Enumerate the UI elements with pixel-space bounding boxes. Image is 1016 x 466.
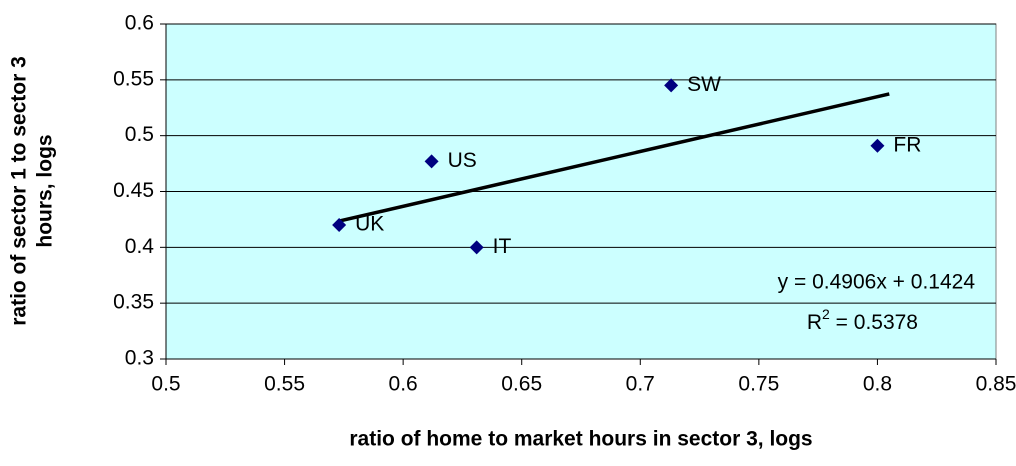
x-tick-label: 0.5 <box>151 373 180 396</box>
y-axis-title: hours, logs <box>34 134 57 247</box>
point-label: FR <box>893 133 921 156</box>
trendline <box>338 92 890 223</box>
x-tick-label: 0.85 <box>976 373 1016 396</box>
y-tick-label: 0.35 <box>113 291 154 314</box>
r2-part: 2 <box>822 306 830 322</box>
x-tick-label: 0.6 <box>389 373 418 396</box>
point <box>664 78 679 93</box>
point-label: SW <box>687 73 721 96</box>
point <box>424 154 439 169</box>
y-tick-label: 0.45 <box>113 179 154 202</box>
x-tick-label: 0.7 <box>626 373 655 396</box>
y-tick-label: 0.4 <box>125 235 155 258</box>
equation: y = 0.4906x + 0.1424 <box>778 271 976 294</box>
r2-part: = 0.5378 <box>830 311 918 334</box>
x-tick-label: 0.8 <box>863 373 892 396</box>
y-tick-label: 0.55 <box>113 67 154 90</box>
x-tick-label: 0.55 <box>264 373 305 396</box>
point <box>332 218 347 232</box>
y-tick-label: 0.5 <box>125 123 154 146</box>
r-squared: R2 = 0.5378 <box>807 306 918 334</box>
point <box>870 138 885 153</box>
y-axis-title: ratio of sector 1 to sector 3 <box>8 56 31 326</box>
point <box>469 240 484 255</box>
x-tick-label: 0.75 <box>738 373 779 396</box>
point-label: UK <box>355 213 384 236</box>
y-tick-label: 0.6 <box>125 12 154 35</box>
x-tick-label: 0.65 <box>501 373 542 396</box>
y-tick-label: 0.3 <box>125 347 154 370</box>
r2-part: R <box>807 311 822 334</box>
point-label: IT <box>493 235 512 258</box>
point-label: US <box>448 149 477 172</box>
x-axis-title: ratio of home to market hours in sector … <box>349 428 812 451</box>
